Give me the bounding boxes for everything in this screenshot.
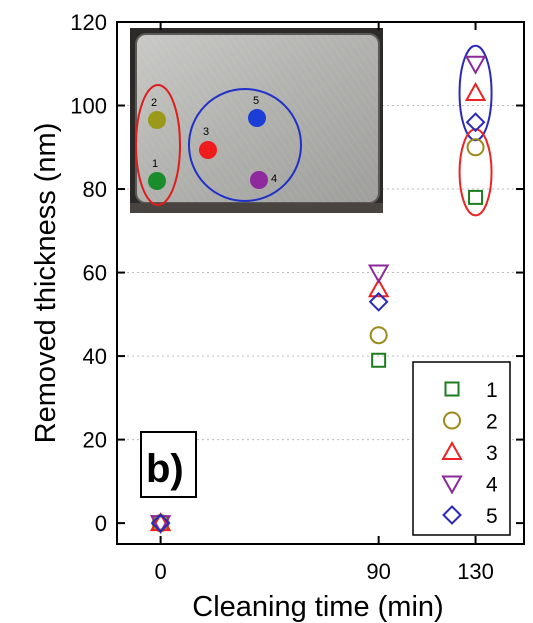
inset-photo: 2 1 3 5 4: [130, 28, 383, 213]
x-tick-label-90: 90: [366, 559, 390, 584]
annotation-ellipse-red: [458, 128, 493, 217]
legend-marker-4: [441, 475, 463, 495]
annotation-ellipse-blue: [458, 44, 493, 142]
data-point-series-2-x130: [466, 138, 485, 157]
data-point-series-5-x90: [368, 291, 389, 312]
x-tick-label-130: 130: [457, 559, 494, 584]
legend-label-2: 2: [486, 411, 498, 434]
photo-spot-2: [148, 111, 166, 129]
y-tick-label-100: 100: [70, 94, 107, 119]
y-tick-label-80: 80: [83, 177, 107, 202]
photo-red-group-ellipse: [135, 84, 181, 206]
photo-spot-5: [248, 109, 266, 127]
legend-label-3: 3: [486, 442, 498, 465]
legend-label-4: 4: [486, 474, 498, 497]
legend-label-1: 1: [486, 379, 498, 402]
x-axis-title: Cleaning time (min): [192, 591, 443, 623]
photo-spot-label-3: 3: [203, 126, 209, 138]
panel-label-box: [140, 431, 197, 498]
photo-spot-label-1: 1: [152, 158, 158, 170]
photo-blue-group-ellipse: [188, 88, 302, 202]
legend-marker-1: [444, 381, 460, 397]
y-axis-title: Removed thickness (nm): [30, 123, 62, 444]
panel-label: b): [146, 447, 184, 491]
inset-bottom-strip: [130, 203, 383, 213]
x-tick-label-0: 0: [154, 559, 166, 584]
photo-spot-label-2: 2: [151, 97, 157, 109]
data-point-series-4-x90: [367, 264, 390, 284]
data-point-series-5-x0: [150, 513, 171, 534]
legend-label-5: 5: [486, 505, 498, 528]
axis-ticks: 0 20 40 60 80 100 120 0 90 130: [70, 10, 524, 584]
photo-spot-label-4: 4: [271, 173, 277, 185]
y-tick-label-0: 0: [95, 511, 107, 536]
y-tick-label-60: 60: [83, 261, 107, 286]
legend-marker-5: [442, 505, 462, 525]
y-tick-label-20: 20: [83, 428, 107, 453]
data-point-series-4-x0: [149, 515, 172, 535]
y-tick-label-120: 120: [70, 10, 107, 35]
legend-marker-3: [441, 440, 463, 460]
legend: 1 2 3 4 5: [412, 361, 511, 536]
data-point-series-4-x130: [464, 55, 487, 75]
data-point-series-1-x130: [468, 189, 484, 205]
data-point-series-2-x90: [369, 326, 388, 345]
photo-spot-3: [199, 141, 217, 159]
legend-box: [412, 361, 511, 536]
data-point-series-3-x90: [367, 278, 390, 298]
photo-spot-4: [250, 171, 268, 189]
y-tick-label-40: 40: [83, 344, 107, 369]
data-point-series-1-x90: [371, 352, 387, 368]
data-point-series-5-x130: [465, 112, 486, 133]
photo-spot-1: [148, 172, 166, 190]
data-markers: [149, 55, 487, 535]
data-point-series-3-x130: [464, 81, 487, 101]
photo-spot-label-5: 5: [253, 95, 259, 107]
legend-marker-2: [443, 411, 461, 430]
plot-frame: [116, 21, 525, 545]
